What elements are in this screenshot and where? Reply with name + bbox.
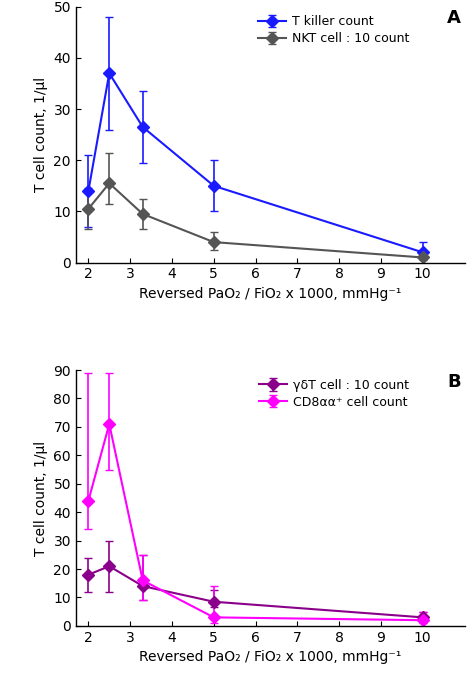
Y-axis label: T cell count, 1/µl: T cell count, 1/µl [34, 77, 48, 192]
X-axis label: Reversed PaO₂ / FiO₂ x 1000, mmHg⁻¹: Reversed PaO₂ / FiO₂ x 1000, mmHg⁻¹ [139, 287, 401, 301]
Text: B: B [447, 373, 461, 390]
Legend: T killer count, NKT cell : 10 count: T killer count, NKT cell : 10 count [255, 13, 411, 48]
Text: A: A [447, 9, 461, 28]
X-axis label: Reversed PaO₂ / FiO₂ x 1000, mmHg⁻¹: Reversed PaO₂ / FiO₂ x 1000, mmHg⁻¹ [139, 650, 401, 664]
Legend: γδT cell : 10 count, CD8αα⁺ cell count: γδT cell : 10 count, CD8αα⁺ cell count [257, 376, 411, 411]
Y-axis label: T cell count, 1/µl: T cell count, 1/µl [34, 440, 48, 555]
